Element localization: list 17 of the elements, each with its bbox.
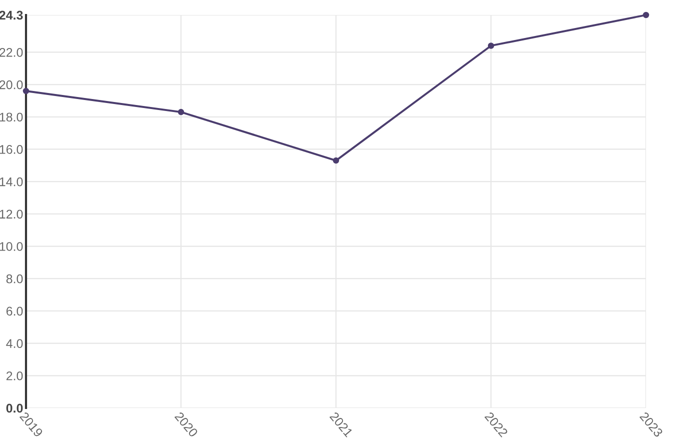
y-tick-label: 10.0 xyxy=(0,242,23,251)
y-tick-label: 2.0 xyxy=(6,371,23,380)
y-tick-label: 16.0 xyxy=(0,145,23,154)
y-tick-label: 18.0 xyxy=(0,112,23,122)
y-tick-label: 14.0 xyxy=(0,177,23,186)
point xyxy=(488,42,494,49)
point xyxy=(642,12,650,18)
y-tick-label: 22.0 xyxy=(0,48,23,57)
point xyxy=(178,108,184,116)
y-tick-label: 8.0 xyxy=(6,274,23,284)
point xyxy=(22,88,30,94)
y-tick-label: 0.0 xyxy=(6,404,23,413)
y-tick-label: 20.0 xyxy=(0,80,23,90)
y-tick-label: 12.0 xyxy=(0,210,23,219)
point xyxy=(332,157,340,164)
y-tick-label: 6.0 xyxy=(6,306,23,316)
y-tick-label: 4.0 xyxy=(6,339,23,348)
